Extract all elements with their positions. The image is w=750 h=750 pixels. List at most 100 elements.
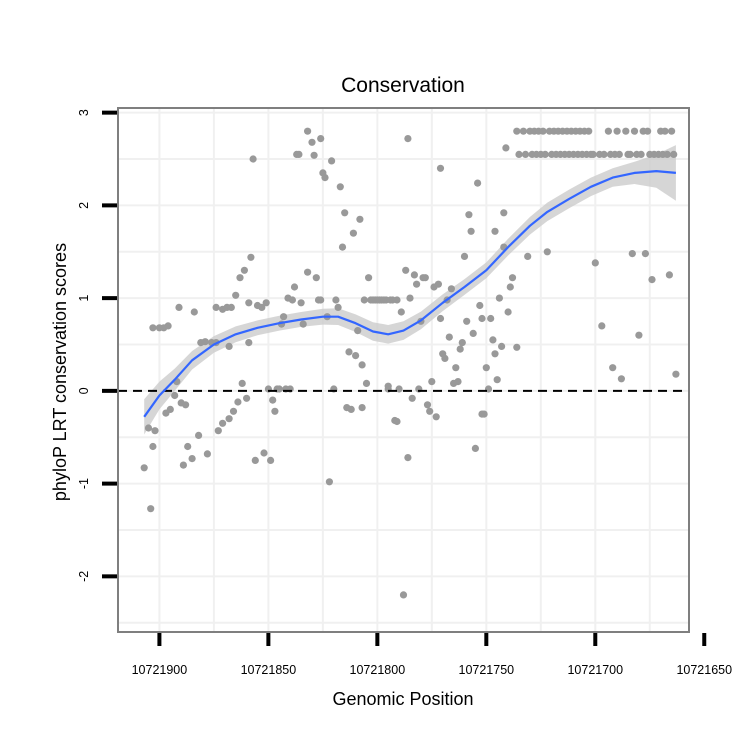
data-point (641, 250, 650, 258)
data-point (613, 127, 621, 135)
data-point (280, 313, 288, 321)
data-point (436, 314, 445, 323)
data-point (147, 505, 155, 513)
data-point (508, 274, 517, 282)
data-point (661, 127, 669, 135)
data-point (502, 144, 510, 152)
data-point (219, 419, 227, 427)
data-point (637, 150, 645, 158)
data-point (498, 342, 506, 350)
data-point (504, 308, 512, 316)
data-point (436, 164, 445, 172)
data-point (663, 150, 671, 158)
data-point (271, 407, 279, 415)
data-point (201, 338, 209, 346)
data-point (144, 424, 153, 432)
data-point (304, 127, 312, 135)
data-point (349, 229, 357, 237)
data-point (426, 407, 434, 415)
data-point (312, 274, 320, 282)
confidence-ribbon-layer (144, 145, 676, 435)
data-point (630, 127, 639, 135)
data-point (404, 454, 412, 462)
data-point (648, 276, 656, 284)
data-point (151, 427, 159, 435)
data-point (474, 179, 482, 187)
data-point (524, 252, 532, 260)
data-point (397, 308, 405, 316)
x-axis-title: Genomic Position (332, 689, 473, 709)
data-point (356, 215, 364, 223)
data-point (476, 301, 484, 310)
data-point (421, 274, 429, 282)
data-point (347, 405, 355, 413)
data-point (304, 268, 312, 276)
data-point (175, 303, 183, 311)
data-point (447, 285, 455, 293)
data-point (275, 385, 283, 393)
confidence-ribbon (144, 145, 676, 435)
data-point (622, 127, 630, 135)
y-axis-tick-label: -1 (77, 478, 91, 489)
data-point (299, 320, 307, 328)
data-point (249, 155, 257, 163)
data-point (410, 271, 418, 279)
data-point (491, 350, 499, 358)
data-point (617, 375, 626, 383)
data-point (628, 250, 636, 258)
data-point (190, 308, 198, 316)
x-axis-tick-label: 10721750 (459, 663, 515, 677)
data-point (478, 314, 486, 323)
data-point (668, 127, 676, 135)
data-point (402, 266, 410, 274)
data-point (262, 299, 270, 307)
data-point (317, 296, 325, 304)
data-point (541, 150, 549, 158)
data-point (513, 343, 521, 351)
data-point (404, 135, 412, 143)
data-point (489, 336, 497, 344)
grid (118, 108, 689, 632)
data-point (493, 376, 501, 384)
data-point (171, 391, 179, 400)
data-point (195, 431, 203, 439)
data-point (644, 127, 652, 135)
data-point (465, 211, 473, 219)
data-point (332, 296, 340, 304)
data-point (214, 427, 222, 435)
data-point (288, 296, 296, 304)
data-point (406, 294, 414, 302)
data-point (482, 364, 490, 372)
data-point (395, 385, 403, 393)
y-axis-tick-label: -2 (77, 571, 91, 582)
data-point (591, 259, 599, 267)
data-point (179, 461, 187, 469)
data-point (463, 317, 471, 325)
data-point (212, 303, 220, 311)
data-point (325, 478, 333, 486)
data-point (140, 464, 148, 472)
data-point (670, 150, 678, 158)
y-axis-tick-label: 0 (77, 387, 91, 394)
data-point (225, 342, 233, 350)
data-point (258, 303, 266, 311)
data-point (609, 364, 617, 372)
data-point (238, 379, 246, 387)
data-point (341, 209, 349, 217)
x-axis-tick-label: 10721650 (676, 663, 732, 677)
data-point (441, 354, 449, 362)
data-point (413, 280, 421, 288)
data-point (460, 252, 469, 260)
data-point (295, 150, 303, 158)
data-point (543, 248, 551, 256)
data-point (269, 396, 277, 404)
data-point (247, 253, 255, 261)
data-point (604, 127, 613, 135)
data-point (227, 303, 235, 311)
data-point (491, 227, 499, 235)
data-point (166, 405, 174, 413)
data-point (149, 442, 157, 451)
data-point (423, 401, 432, 409)
data-point (598, 322, 606, 330)
